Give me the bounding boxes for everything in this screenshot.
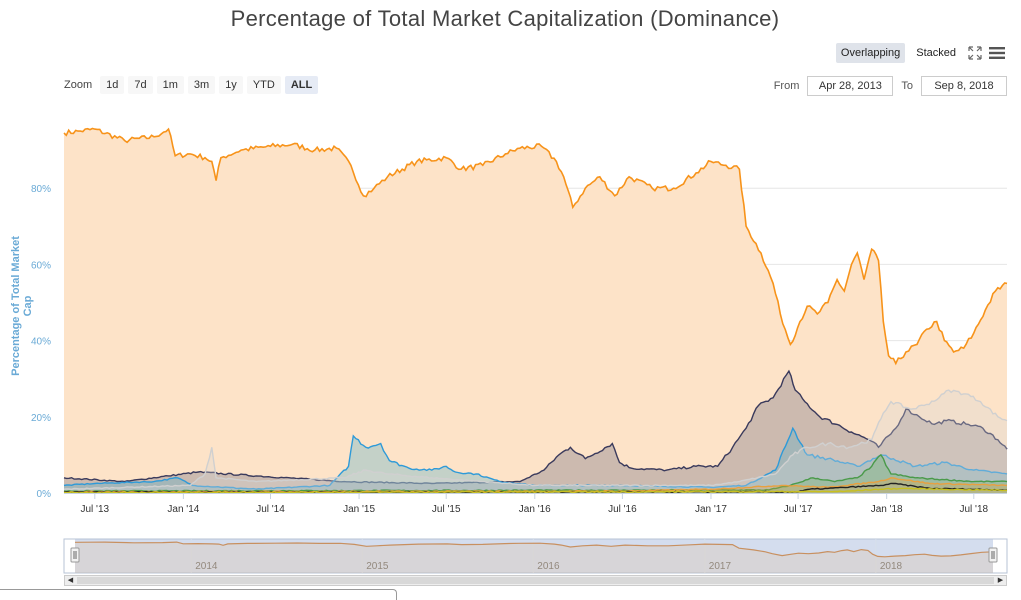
navigator-year-label: 2014	[195, 561, 218, 572]
zoom-1m-button[interactable]: 1m	[156, 76, 184, 94]
y-tick-label: 60%	[31, 260, 51, 271]
menu-icon-glyph	[989, 47, 1005, 59]
x-tick-label: Jan '18	[871, 504, 903, 515]
menu-icon[interactable]	[989, 45, 1005, 61]
mode-toolbar: Overlapping Stacked	[835, 43, 1005, 63]
footer-tab	[0, 589, 397, 600]
x-tick-label: Jul '16	[608, 504, 637, 515]
zoom-all-button[interactable]: ALL	[284, 76, 319, 94]
x-tick-label: Jul '18	[959, 504, 988, 515]
navigator-year-label: 2017	[709, 561, 732, 572]
series-1-area	[64, 371, 1007, 493]
series-1-line	[63, 369, 1008, 485]
scroll-left-arrow-icon[interactable]: ◀	[67, 577, 74, 584]
fullscreen-icon-glyph	[968, 46, 982, 60]
from-date-input[interactable]: Apr 28, 2013	[807, 76, 894, 96]
from-label: From	[773, 80, 800, 92]
x-tick-label: Jul '13	[81, 504, 110, 515]
to-date-input[interactable]: Sep 8, 2018	[921, 76, 1007, 96]
series-0-line	[63, 127, 1008, 366]
y-axis-label: Percentage of Total Market Cap	[10, 236, 34, 376]
x-tick-label: Jan '15	[343, 504, 375, 515]
x-tick-label: Jul '14	[256, 504, 285, 515]
series-3-area	[64, 390, 1007, 493]
series-3-line	[63, 389, 1008, 491]
navigator-series-area	[75, 542, 993, 573]
series-2-area	[64, 428, 1007, 493]
y-tick-label: 40%	[31, 337, 51, 348]
y-tick-label: 80%	[31, 184, 51, 195]
x-tick-label: Jul '17	[784, 504, 813, 515]
overlapping-button[interactable]: Overlapping	[835, 43, 906, 63]
date-range: From Apr 28, 2013 To Sep 8, 2018	[774, 76, 1007, 96]
x-tick-label: Jan '16	[519, 504, 551, 515]
x-tick-label: Jul '15	[432, 504, 461, 515]
scroll-right-arrow-icon[interactable]: ▶	[997, 577, 1004, 584]
zoom-selector: Zoom 1d 7d 1m 3m 1y YTD ALL	[64, 76, 319, 94]
fullscreen-icon[interactable]	[967, 45, 983, 61]
navigator-frame	[63, 538, 1008, 574]
navigator-series-line	[74, 541, 994, 558]
x-tick-label: Jan '17	[695, 504, 727, 515]
series-4-line	[63, 453, 1008, 493]
navigator-year-label: 2016	[537, 561, 560, 572]
navigator-left-handle[interactable]	[70, 547, 80, 563]
x-tick-label: Jan '14	[167, 504, 199, 515]
zoom-1y-button[interactable]: 1y	[219, 76, 243, 94]
zoom-7d-button[interactable]: 7d	[128, 76, 153, 94]
navigator-year-label: 2015	[366, 561, 389, 572]
navigator-year-label: 2018	[880, 561, 903, 572]
y-tick-label: 0%	[37, 489, 52, 500]
series-7-line	[64, 487, 1008, 494]
zoom-label: Zoom	[64, 79, 93, 91]
zoom-1d-button[interactable]: 1d	[100, 76, 125, 94]
zoom-ytd-button[interactable]: YTD	[246, 76, 281, 94]
series-5-area	[64, 477, 1007, 493]
to-label: To	[901, 80, 913, 92]
stacked-button[interactable]: Stacked	[916, 47, 956, 59]
navigator-mask	[75, 539, 993, 573]
series-0-area	[64, 128, 1007, 493]
page-title: Percentage of Total Market Capitalizatio…	[230, 6, 780, 31]
y-tick-label: 20%	[31, 413, 51, 424]
navigator-right-handle[interactable]	[988, 547, 998, 563]
horizontal-scrollbar[interactable]: ◀ ▶	[64, 575, 1007, 586]
scroll-thumb[interactable]	[77, 577, 994, 584]
zoom-3m-button[interactable]: 3m	[187, 76, 216, 94]
